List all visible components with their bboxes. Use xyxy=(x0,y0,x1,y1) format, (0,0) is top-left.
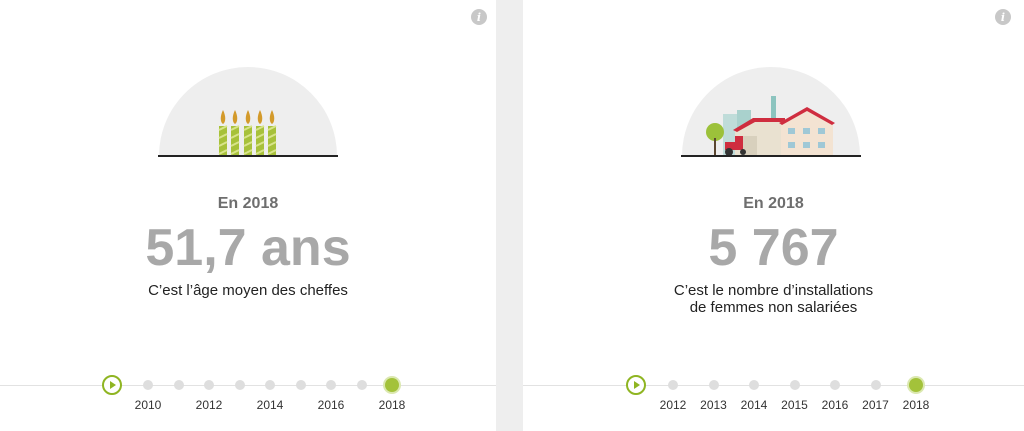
timeline-dot[interactable] xyxy=(143,380,153,390)
timeline-dot[interactable] xyxy=(789,380,800,390)
timeline: 2012 2013 2014 2015 2016 2017 2018 xyxy=(523,375,1024,419)
timeline-dot[interactable] xyxy=(234,380,245,390)
caption-line: C’est le nombre d’installations xyxy=(673,282,874,299)
timeline-dot[interactable] xyxy=(668,380,678,390)
play-button[interactable] xyxy=(102,375,122,395)
timeline-year-label[interactable]: 2014 xyxy=(740,398,768,412)
stat-caption: C’est le nombre d’installations de femme… xyxy=(523,282,1024,316)
timeline-dot[interactable] xyxy=(385,378,399,392)
timeline-year-label[interactable]: 2016 xyxy=(821,398,849,412)
timeline-year-label[interactable]: 2012 xyxy=(195,398,223,412)
info-icon[interactable]: i xyxy=(471,9,487,25)
timeline-dot[interactable] xyxy=(204,380,214,390)
timeline-dot[interactable] xyxy=(326,380,336,390)
caption-line: de femmes non salariées xyxy=(689,299,858,316)
caption-line: C’est l’âge moyen des cheffes xyxy=(148,282,348,299)
timeline-year-label[interactable]: 2017 xyxy=(862,398,889,412)
timeline-year-label[interactable]: 2016 xyxy=(317,398,345,412)
timeline-dot[interactable] xyxy=(830,380,840,390)
stat-card-installations: i En 2018 5 767 C’est le nombre d’instal… xyxy=(523,0,1024,431)
timeline-dot[interactable] xyxy=(356,380,367,390)
timeline-dot[interactable] xyxy=(173,380,184,390)
timeline-year-label[interactable]: 2012 xyxy=(659,398,687,412)
timeline-year-label[interactable]: 2018 xyxy=(902,398,930,412)
timeline-dot[interactable] xyxy=(909,378,923,392)
timeline-dot[interactable] xyxy=(708,380,719,390)
timeline-dot[interactable] xyxy=(295,380,306,390)
info-icon[interactable]: i xyxy=(995,9,1011,25)
timeline-dot[interactable] xyxy=(265,380,275,390)
timeline-track xyxy=(0,385,496,386)
play-button[interactable] xyxy=(626,375,646,395)
timeline-dot[interactable] xyxy=(870,380,881,390)
stat-value: 51,7 ans xyxy=(145,219,351,277)
stat-value: 5 767 xyxy=(708,219,839,277)
timeline-year-label[interactable]: 2014 xyxy=(256,398,284,412)
timeline-year-label[interactable]: 2015 xyxy=(781,398,808,412)
timeline: 2010 2012 2014 2016 2018 xyxy=(0,375,496,419)
timeline-year-label[interactable]: 2013 xyxy=(700,398,727,412)
stat-caption: C’est l’âge moyen des cheffes xyxy=(0,282,496,299)
timeline-year-label[interactable]: 2018 xyxy=(378,398,406,412)
year-label: En 2018 xyxy=(743,195,804,212)
timeline-year-label[interactable]: 2010 xyxy=(134,398,162,412)
stat-card-age: i xyxy=(0,0,496,431)
timeline-track xyxy=(523,385,1024,386)
timeline-dot[interactable] xyxy=(749,380,759,390)
farm-icon xyxy=(681,67,861,157)
year-label: En 2018 xyxy=(217,195,279,212)
candles-icon xyxy=(158,67,338,157)
